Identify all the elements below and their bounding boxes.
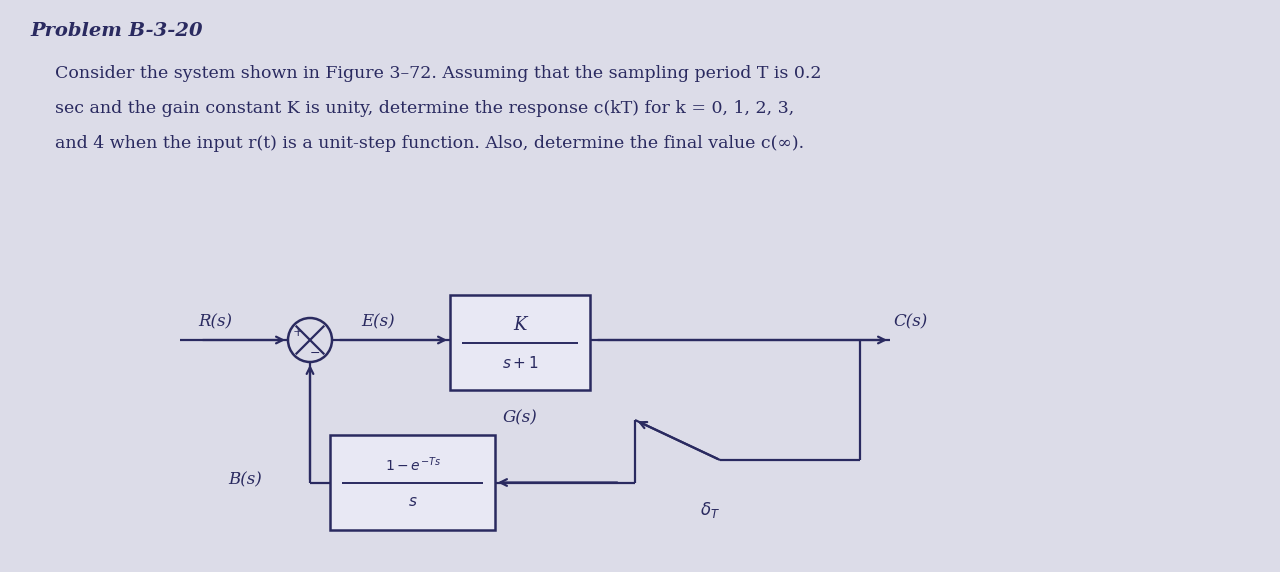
Text: $s + 1$: $s + 1$ bbox=[502, 355, 539, 371]
Text: Consider the system shown in Figure 3–72. Assuming that the sampling period T is: Consider the system shown in Figure 3–72… bbox=[55, 65, 822, 82]
FancyBboxPatch shape bbox=[330, 435, 495, 530]
Text: K: K bbox=[513, 316, 527, 333]
Text: $s$: $s$ bbox=[408, 495, 417, 510]
Text: sec and the gain constant K is unity, determine the response c(kT) for k = 0, 1,: sec and the gain constant K is unity, de… bbox=[55, 100, 795, 117]
Text: C(s): C(s) bbox=[893, 313, 927, 331]
Text: B(s): B(s) bbox=[228, 471, 262, 488]
Text: $\delta_T$: $\delta_T$ bbox=[700, 500, 721, 520]
Text: E(s): E(s) bbox=[361, 313, 394, 331]
Text: R(s): R(s) bbox=[198, 313, 232, 331]
Text: −: − bbox=[310, 347, 320, 359]
Text: and 4 when the input r(t) is a unit-step function. Also, determine the final val: and 4 when the input r(t) is a unit-step… bbox=[55, 135, 804, 152]
Text: +: + bbox=[293, 325, 303, 339]
Text: Problem B-3-20: Problem B-3-20 bbox=[29, 22, 202, 40]
Text: $1 - e^{-Ts}$: $1 - e^{-Ts}$ bbox=[384, 455, 440, 474]
Text: G(s): G(s) bbox=[503, 410, 538, 427]
FancyBboxPatch shape bbox=[451, 295, 590, 390]
